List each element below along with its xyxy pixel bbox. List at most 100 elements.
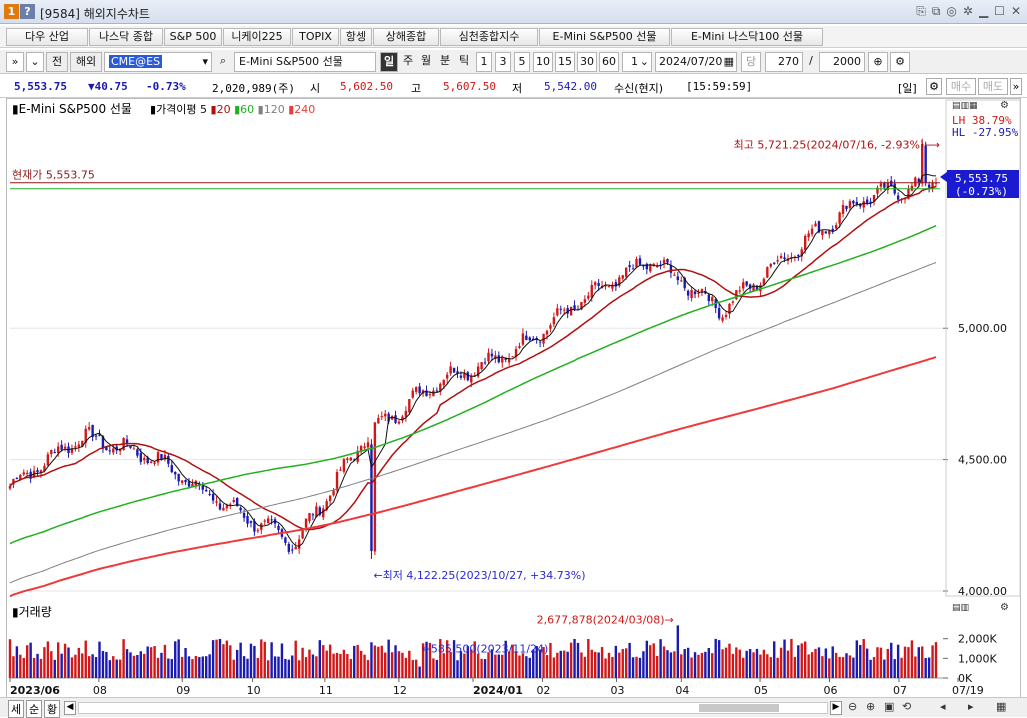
calendar-icon[interactable]: ▦ bbox=[723, 55, 734, 68]
chart-settings-icon[interactable]: ⚙ bbox=[926, 78, 942, 95]
status-tab-0[interactable]: 세 bbox=[8, 700, 25, 718]
volume-axis-icons[interactable]: ▤▥ bbox=[952, 603, 969, 613]
quick-tab-nasdaq[interactable]: 나스닥 종합 bbox=[89, 28, 163, 46]
volume-bar bbox=[456, 660, 459, 678]
interval-60[interactable]: 60 bbox=[599, 52, 619, 72]
more-icon[interactable]: » bbox=[1010, 78, 1022, 95]
interval-15[interactable]: 15 bbox=[555, 52, 575, 72]
chevron-down-icon[interactable]: ⌄ bbox=[26, 52, 44, 72]
adjust-button[interactable]: 당 bbox=[741, 52, 761, 72]
interval-10[interactable]: 10 bbox=[533, 52, 553, 72]
help-icon[interactable]: ? bbox=[20, 4, 35, 19]
quick-tab-hangseng[interactable]: 항셍 bbox=[340, 28, 372, 46]
quick-tab-shanghai[interactable]: 상해종합 bbox=[373, 28, 439, 46]
volume-chart[interactable]: 2,000K 1,000K 0K 2,677,878(2024/03/08)→ ←585… bbox=[8, 613, 998, 685]
scroll-left-icon[interactable]: ◀ bbox=[64, 701, 76, 715]
period-tab-month[interactable]: 월 bbox=[420, 54, 432, 67]
candle-body bbox=[845, 205, 848, 209]
maximize-icon[interactable]: ☐ bbox=[994, 4, 1005, 18]
date-input[interactable]: 2024/07/20 ▦ bbox=[655, 52, 737, 72]
link-icon[interactable]: ⎘ bbox=[916, 4, 926, 18]
zoom-out-icon[interactable]: ⊖ bbox=[848, 700, 858, 713]
settings-icon[interactable]: ✲ bbox=[962, 4, 973, 18]
grid-icon[interactable]: ▦ bbox=[996, 700, 1007, 713]
interval-30[interactable]: 30 bbox=[577, 52, 597, 72]
prev-button[interactable]: 전 bbox=[46, 52, 68, 72]
fit-icon[interactable]: ▣ bbox=[884, 700, 895, 713]
interval-5[interactable]: 5 bbox=[514, 52, 530, 72]
buy-button[interactable]: 매수 bbox=[946, 78, 976, 95]
volume-settings-icon[interactable]: ⚙ bbox=[1000, 602, 1009, 613]
chart-svg[interactable]: ▮E-Mini S&P500 선물 ▮가격이평 5 ▮20 ▮60 ▮120 ▮… bbox=[0, 98, 1027, 698]
volume-bar bbox=[742, 657, 745, 678]
x-tick-label: 09 bbox=[176, 684, 190, 697]
candle-body bbox=[84, 428, 87, 443]
zoom-in-icon[interactable]: ⊕ bbox=[866, 700, 876, 713]
candle-body bbox=[800, 249, 803, 257]
candle-body bbox=[287, 543, 291, 552]
candle-body bbox=[346, 458, 349, 460]
quick-tab-nikkei[interactable]: 니케이225 bbox=[223, 28, 291, 46]
volume-bar bbox=[122, 639, 125, 678]
x-axis: 2023/06 08 09 10 11 12 2024/01 02 03 04 05 06 07 07/1… bbox=[9, 678, 984, 697]
quick-tab-dow[interactable]: 다우 산업 bbox=[6, 28, 88, 46]
window-controls: ⎘ ⧉ ◎ ✲ ▁ ☐ ✕ bbox=[916, 4, 1021, 19]
copy-icon[interactable]: ⧉ bbox=[931, 4, 941, 18]
total-input[interactable]: 2000 bbox=[819, 52, 865, 72]
interval-3[interactable]: 3 bbox=[495, 52, 511, 72]
left-nav-icon[interactable]: ◂ bbox=[940, 700, 946, 713]
price-chart[interactable]: 4,000.00 4,500.00 5,000.00 현재가 5,553.75 최고 5… bbox=[8, 138, 1007, 598]
status-tab-1[interactable]: 순 bbox=[26, 700, 43, 718]
quick-tab-emini-sp500[interactable]: E-Mini S&P500 선물 bbox=[539, 28, 670, 46]
overseas-button[interactable]: 해외 bbox=[70, 52, 102, 72]
quick-tab-sp500[interactable]: S&P 500 bbox=[164, 28, 222, 46]
candle-body bbox=[105, 446, 108, 451]
volume-bar bbox=[917, 647, 920, 678]
search-icon[interactable]: ⌕ bbox=[219, 54, 227, 67]
quick-tab-shenzhen[interactable]: 심천종합지수 bbox=[440, 28, 538, 46]
count-input[interactable]: 270 bbox=[765, 52, 803, 72]
scroll-right-icon[interactable]: ▶ bbox=[830, 701, 842, 715]
sell-button[interactable]: 매도 bbox=[978, 78, 1008, 95]
candle-body bbox=[77, 444, 81, 447]
volume-bar bbox=[125, 649, 129, 678]
scrollbar-thumb[interactable] bbox=[699, 704, 779, 712]
period-tab-tick[interactable]: 틱 bbox=[458, 54, 470, 67]
volume-bar bbox=[580, 652, 583, 678]
volume-bar bbox=[84, 640, 87, 678]
camera-icon[interactable]: ◎ bbox=[946, 4, 957, 18]
axis-settings-icon[interactable]: ⚙ bbox=[1000, 100, 1009, 111]
right-nav-icon[interactable]: ▸ bbox=[968, 700, 974, 713]
candle-body bbox=[742, 282, 745, 289]
symbol-code-input[interactable]: CME@ES ▾ bbox=[104, 52, 212, 72]
volume-bar bbox=[793, 657, 797, 678]
candle-body bbox=[81, 440, 84, 447]
interval-select[interactable]: 1 ⌄ bbox=[622, 52, 652, 72]
period-tab-week[interactable]: 주 bbox=[402, 54, 414, 67]
symbol-dropdown-icon[interactable]: ▾ bbox=[202, 55, 208, 68]
volume-bar bbox=[50, 651, 53, 678]
candle-body bbox=[869, 201, 872, 204]
candle-body bbox=[294, 546, 297, 550]
volume-bar bbox=[514, 651, 518, 678]
status-tab-2[interactable]: 황 bbox=[44, 700, 61, 718]
volume-bar bbox=[607, 652, 611, 678]
quick-tab-topix[interactable]: TOPIX bbox=[292, 28, 339, 46]
axis-mode-icons[interactable]: ▤▥▦ bbox=[952, 101, 978, 111]
scrollbar-track[interactable] bbox=[78, 702, 828, 714]
zoom-icon[interactable]: ⊕ bbox=[868, 52, 888, 72]
candle-body bbox=[277, 525, 280, 530]
quick-tab-emini-nasdaq[interactable]: E-Mini 나스닥100 선물 bbox=[671, 28, 823, 46]
gear-icon[interactable]: ⚙ bbox=[890, 52, 910, 72]
expand-icon[interactable]: » bbox=[6, 52, 24, 72]
volume-bar bbox=[655, 655, 659, 678]
candle-body bbox=[291, 549, 294, 551]
interval-1[interactable]: 1 bbox=[476, 52, 492, 72]
period-tab-day[interactable]: 일 bbox=[380, 52, 398, 72]
minimize-icon[interactable]: ▁ bbox=[978, 4, 989, 18]
close-icon[interactable]: ✕ bbox=[1010, 4, 1021, 18]
reset-icon[interactable]: ⟲ bbox=[902, 700, 912, 713]
volume-bar bbox=[669, 652, 673, 678]
volume-bar bbox=[301, 647, 304, 678]
period-tab-minute[interactable]: 분 bbox=[439, 54, 451, 67]
